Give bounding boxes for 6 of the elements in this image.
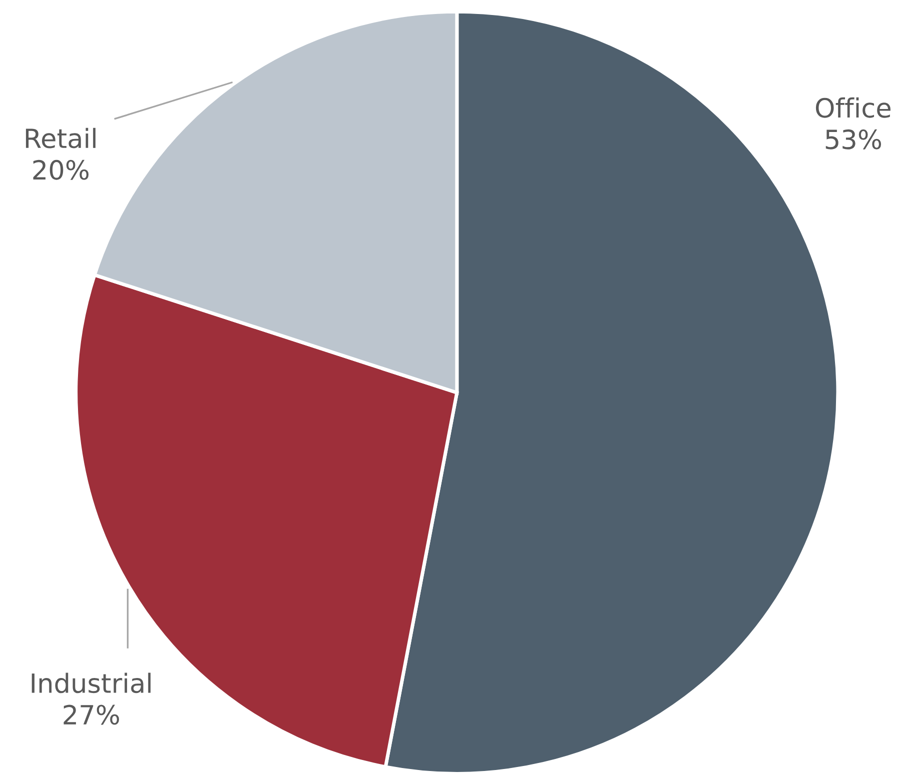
data-label: 27% <box>64 704 120 725</box>
data-label: 20% <box>33 160 89 180</box>
slice-label: Office <box>816 97 890 118</box>
slice-label: Retail <box>26 128 96 148</box>
slice-label: Industrial <box>32 672 151 694</box>
data-label: 53% <box>826 129 882 150</box>
